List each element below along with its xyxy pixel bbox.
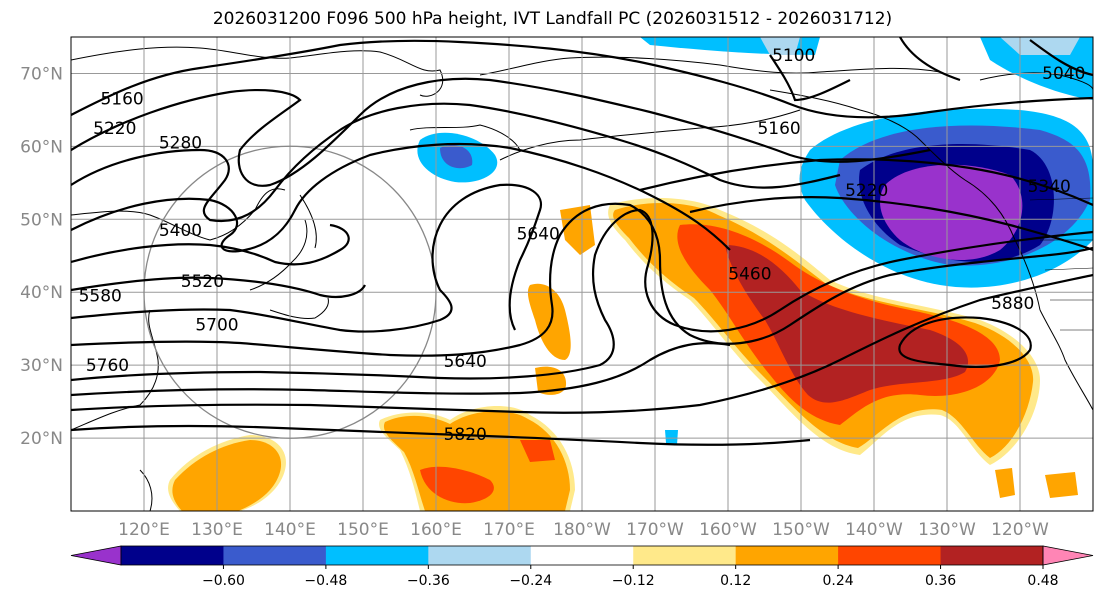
borders [1029,197,1093,331]
contour-label: 5820 [444,425,487,445]
colorbar-segment [325,546,429,565]
latitude-label: 70°N [20,64,63,84]
colorbar-tick-label: 0.12 [720,573,751,589]
colorbar-segment [735,546,839,565]
contour-label: 5220 [845,181,888,201]
longitude-label: 150°W [772,520,830,540]
latitude-label: 40°N [20,283,63,303]
contour-label: 5880 [991,294,1034,314]
contour-label: 5280 [159,133,202,153]
longitude-labels: 120°E 130°E 140°E 150°E 160°E 170°E 180°W 170°W… [118,520,1049,540]
contour-label: 5640 [517,225,560,245]
colorbar-tick-label: −0.12 [612,573,655,589]
colorbar-tick-label: −0.24 [509,573,552,589]
longitude-label: 180°W [553,520,611,540]
colorbar-tick-label: −0.48 [304,573,347,589]
colorbar-segment [121,546,224,565]
longitude-label: 120°E [118,520,170,540]
longitude-label: 140°E [264,520,316,540]
contour-label: 5460 [728,265,771,285]
coastlines [71,46,1093,511]
colorbar-tick-label: 0.36 [925,573,956,589]
latitude-label: 30°N [20,356,63,376]
contour-label: 5040 [1042,64,1085,84]
map-title: 2026031200 F096 500 hPa height, IVT Land… [212,9,893,29]
longitude-label: 150°E [337,520,389,540]
colorbar-tick-label: −0.36 [407,573,450,589]
map-panel: 5160 5220 5280 5400 5520 5580 5700 5760 5640 5640… [70,36,1094,512]
latitude-label: 60°N [20,137,63,157]
contour-label: 5160 [100,90,143,110]
height-contours [71,37,1093,446]
colorbar [70,545,1094,566]
contour-label: 5340 [1028,177,1071,197]
colorbar-ticks: −0.60 −0.48 −0.36 −0.24 −0.12 0.12 0.24 0.36 0.4… [202,565,1059,589]
longitude-label: 160°W [699,520,757,540]
contour-label: 5760 [86,356,129,376]
latitude-label: 20°N [20,429,63,449]
range-ring [143,145,437,439]
colorbar-segment [223,546,327,565]
longitude-label: 160°E [410,520,462,540]
contour-label: 5700 [195,316,238,336]
contour-label: 5160 [757,119,800,139]
ivt-positive-field [168,198,1078,511]
longitude-label: 140°W [845,520,903,540]
colorbar-segment [838,546,942,565]
colorbar-frame [120,545,1044,566]
contour-label: 5100 [772,46,815,66]
contour-label: 5400 [159,221,202,241]
map-grid [71,37,1093,511]
longitude-label: 120°W [991,520,1049,540]
longitude-label: 130°W [918,520,976,540]
longitude-label: 130°E [191,520,243,540]
longitude-label: 170°W [626,520,684,540]
map-frame [70,36,1094,512]
latitude-labels: 20°N 30°N 40°N 50°N 60°N 70°N [20,64,63,449]
latitude-label: 50°N [20,210,63,230]
colorbar-segment [428,546,532,565]
colorbar-tick-label: 0.24 [823,573,854,589]
colorbar-tick-label: −0.60 [202,573,245,589]
contour-label: 5520 [181,272,224,292]
colorbar-tick-label: 0.48 [1027,573,1058,589]
colorbar-extend-high [1042,545,1094,566]
contour-label: 5220 [93,119,136,139]
contour-labels: 5160 5220 5280 5400 5520 5580 5700 5760 5640 5640… [79,46,1086,445]
colorbar-segment [940,546,1044,565]
colorbar-extend-low [70,545,122,566]
colorbar-segment [530,546,634,565]
colorbar-segment [633,546,737,565]
longitude-label: 170°E [483,520,535,540]
contour-label: 5580 [79,287,122,307]
contour-label: 5640 [444,352,487,372]
